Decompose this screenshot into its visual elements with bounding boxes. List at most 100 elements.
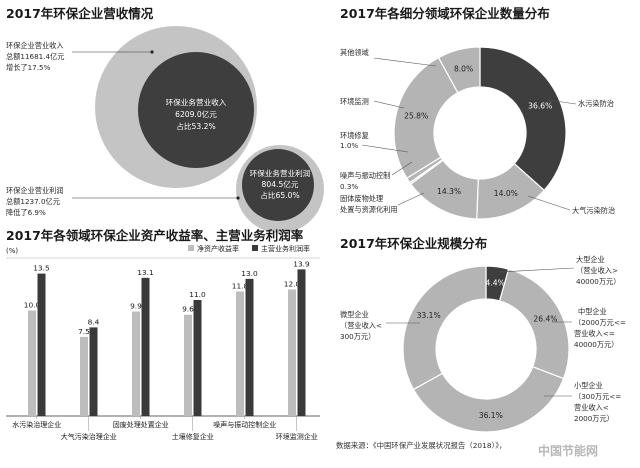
- sector-donut-panel: 2017年各细分领域环保企业数量分布 36.6% 14.0% 14.3% 25.8% 8…: [340, 6, 615, 220]
- sector-leader-air: [527, 195, 571, 211]
- bar-ylabel: (%): [6, 247, 18, 255]
- sector-slice-label-1: 14.0%: [494, 189, 518, 198]
- bar-value-roe-3: 9.6: [182, 305, 194, 314]
- bar-value-margin-3: 11.0: [189, 290, 206, 299]
- bar-category-2: 固废处理处置企业: [113, 420, 169, 429]
- scale-slice-2: [412, 366, 565, 433]
- scale-label-medium-1: 中型企业: [578, 307, 607, 316]
- legend-label-margin: 主营业务利润率: [261, 244, 310, 253]
- sector-leader-monitor: [373, 100, 405, 109]
- bar-value-roe-2: 9.9: [130, 302, 142, 311]
- bar-title: 2017年各领域环保企业资产收益率、主营业务利润率: [6, 228, 304, 243]
- sector-label-monitor: 环境监测: [340, 97, 369, 106]
- sector-leader-noise: [391, 161, 413, 176]
- bar-roe-2: [132, 311, 140, 416]
- revenue-note-dot: [150, 50, 154, 54]
- sector-label-noise-value: 0.3%: [340, 182, 358, 191]
- bar-category-1: 大气污染治理企业: [61, 432, 117, 441]
- sector-slice-0: [479, 46, 567, 192]
- bar-margin-0: [37, 273, 46, 416]
- bar-category-4: 噪声与振动控制企业: [213, 420, 276, 429]
- scale-label-medium-2: （2000万元<=: [574, 318, 626, 327]
- legend-swatch-margin: [252, 245, 258, 251]
- profit-note-line-2: 总额1237.0亿元: [6, 197, 60, 206]
- sector-label-other: 其他领域: [340, 48, 369, 57]
- profit-env-bubble: [242, 149, 314, 221]
- revenue-inner-line-2: 6209.0亿元: [175, 109, 217, 119]
- bar-value-margin-4: 13.0: [241, 269, 258, 278]
- bar-category-3: 土壤修复企业: [172, 432, 214, 441]
- profit-inner-line-2: 804.5亿元: [262, 179, 299, 189]
- sector-label-repair-value: 1.0%: [340, 141, 358, 150]
- scale-label-small-4: 2000万元）: [574, 414, 614, 423]
- scale-slice-1: [498, 268, 570, 380]
- scale-label-large-3: 40000万元）: [576, 277, 620, 286]
- scale-label-small-3: 营业收入<: [574, 403, 609, 412]
- scale-label-medium-3: 营业收入<=: [574, 329, 615, 338]
- scale-slice-label-2: 36.1%: [479, 411, 503, 420]
- profit-inner-line-3: 占比65.0%: [260, 190, 299, 200]
- sector-slice-label-2: 14.3%: [437, 187, 461, 196]
- revenue-env-bubble: [138, 52, 254, 168]
- scale-label-small-1: 小型企业: [574, 381, 603, 390]
- bar-category-0: 水污染治理企业: [12, 420, 61, 429]
- scale-label-micro-2: （营业收入<: [340, 321, 382, 330]
- scale-label-micro-1: 微型企业: [340, 310, 369, 319]
- scale-donut: 4.4% 26.4% 36.1% 33.1%: [402, 265, 570, 433]
- sector-label-noise: 噪声与振动控制: [340, 171, 390, 180]
- source-note: 数据来源：《中国环保产业发展状况报告（2018）》，: [336, 441, 506, 450]
- profit-note-line-3: 降低了6.9%: [6, 208, 46, 217]
- revenue-title: 2017年环保企业营收情况: [6, 6, 154, 21]
- bar-value-margin-0: 13.5: [33, 264, 50, 273]
- revenue-note-line-1: 环保企业营业收入: [6, 41, 64, 50]
- bar-value-roe-1: 7.5: [78, 327, 90, 336]
- bar-margin-1: [89, 327, 98, 416]
- legend-swatch-roe: [188, 245, 194, 251]
- legend-label-roe: 净资产收益率: [197, 244, 239, 253]
- bar-roe-5: [288, 289, 296, 416]
- bar-roe-3: [184, 314, 192, 416]
- sector-label-repair: 环境修复: [340, 131, 369, 140]
- bar-roe-0: [28, 310, 36, 416]
- bar-value-margin-1: 8.4: [88, 317, 100, 326]
- bar-value-roe-0: 10.0: [24, 301, 41, 310]
- bar-value-margin-5: 13.9: [293, 259, 310, 268]
- bar-margin-4: [245, 278, 254, 416]
- sector-slice-5: [393, 56, 459, 179]
- sector-slice-label-0: 36.6%: [528, 102, 552, 111]
- scale-label-medium-4: 40000万元）: [574, 340, 618, 349]
- revenue-inner-line-3: 占比53.2%: [176, 121, 215, 131]
- profit-note-line-1: 环保企业营业利润: [6, 186, 64, 195]
- revenue-inner-line-1: 环保业务营业收入: [166, 97, 227, 107]
- scale-leader-large: [499, 267, 575, 273]
- sector-label-air: 大气污染防治: [572, 206, 615, 215]
- sector-donut: 36.6% 14.0% 14.3% 25.8% 8.0%: [393, 46, 567, 220]
- scale-slice-label-0: 4.4%: [486, 279, 505, 288]
- bar-value-roe-5: 12.0: [284, 279, 301, 288]
- revenue-note-line-3: 增长了17.5%: [6, 63, 51, 72]
- return-bar-panel: 2017年各领域环保企业资产收益率、主营业务利润率 (%) 净资产收益率 主营业…: [6, 228, 320, 441]
- scale-label-micro-3: 300万元）: [340, 332, 375, 341]
- sector-slice-label-6: 8.0%: [454, 65, 473, 74]
- revenue-bubble-panel: 2017年环保企业营收情况 环保企业营业收入 总额11681.4亿元 增长了17…: [6, 6, 324, 233]
- profit-inner-line-1: 环保业务营业利润: [250, 168, 311, 178]
- scale-label-large-2: （营业收入>: [576, 266, 618, 275]
- sector-slice-6: [437, 46, 481, 94]
- sector-slice-label-5: 25.8%: [404, 112, 428, 121]
- bar-plot: 10.0 13.5 水污染治理企业 7.58.4 大气污染治理企业 9.9 13.1 固废处理…: [6, 259, 320, 441]
- sector-leader-water: [547, 99, 577, 105]
- sector-title: 2017年各细分领域环保企业数量分布: [340, 6, 550, 21]
- bar-value-margin-2: 13.1: [137, 268, 154, 277]
- sector-leader-solid: [397, 192, 425, 206]
- sector-leader-repair: [361, 144, 409, 153]
- scale-label-small-2: （300万元<=: [574, 392, 621, 401]
- scale-label-large-1: 大型企业: [576, 255, 605, 264]
- scale-slice-label-1: 26.4%: [533, 315, 557, 324]
- bar-value-roe-4: 11.8: [232, 282, 249, 291]
- bar-category-5: 环境监测企业: [276, 432, 318, 441]
- bar-roe-4: [236, 291, 244, 416]
- scale-title: 2017年环保企业规模分布: [340, 236, 488, 251]
- revenue-note-line-2: 总额11681.4亿元: [6, 52, 64, 61]
- bar-roe-1: [80, 336, 88, 416]
